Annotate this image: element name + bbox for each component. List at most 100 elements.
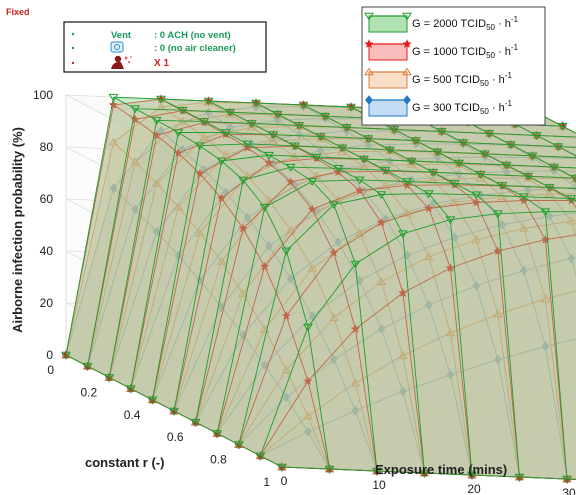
surface-patch bbox=[243, 230, 313, 330]
surface-marker bbox=[194, 228, 205, 237]
surface-marker bbox=[199, 118, 210, 126]
surface-patch bbox=[161, 99, 231, 113]
surface-patch bbox=[303, 105, 373, 119]
y-tick-label: 0.6 bbox=[167, 430, 184, 444]
surface-marker bbox=[467, 471, 477, 480]
surface-marker bbox=[540, 208, 551, 217]
legend-entry: G = 1000 TCID50 · h-1 bbox=[412, 43, 519, 60]
surface-patch bbox=[489, 133, 559, 147]
y-tick-label: 1 bbox=[263, 475, 270, 489]
surface-marker bbox=[364, 12, 374, 21]
surface-marker bbox=[151, 117, 162, 125]
surface-marker bbox=[268, 131, 279, 140]
surface-marker bbox=[406, 157, 417, 166]
surface-patch bbox=[217, 207, 287, 445]
surface-marker bbox=[217, 302, 226, 312]
surface-patch bbox=[217, 365, 287, 445]
surface-marker bbox=[337, 147, 348, 155]
surface-marker bbox=[350, 260, 361, 269]
surface-patch bbox=[545, 211, 576, 480]
surface-patch bbox=[303, 105, 373, 119]
surface-marker bbox=[320, 112, 331, 121]
surface-marker bbox=[212, 430, 223, 438]
surface-marker bbox=[498, 219, 507, 230]
surface-patch bbox=[161, 99, 231, 113]
surface-patch bbox=[506, 165, 576, 180]
legend-entry: G = 500 TCID50 · h-1 bbox=[412, 71, 512, 88]
legend-swatch bbox=[368, 99, 408, 117]
surface-patch bbox=[437, 151, 507, 165]
surface-patch bbox=[342, 147, 412, 161]
surface-marker bbox=[268, 136, 279, 145]
surface-patch bbox=[307, 410, 377, 471]
surface-marker bbox=[428, 168, 439, 177]
surface-patch bbox=[359, 213, 429, 282]
surface-patch bbox=[368, 143, 438, 161]
surface-patch bbox=[290, 242, 360, 316]
surface-marker bbox=[545, 211, 554, 222]
surface-patch bbox=[87, 209, 157, 378]
surface-marker bbox=[492, 309, 503, 318]
surface-patch bbox=[152, 173, 222, 411]
surface-patch bbox=[545, 234, 576, 480]
surface-patch bbox=[260, 381, 330, 469]
surface-marker bbox=[109, 183, 118, 193]
surface-mesh-line bbox=[255, 102, 473, 476]
surface-mesh-line bbox=[113, 96, 330, 470]
surface-patch bbox=[208, 101, 278, 115]
surface-marker bbox=[364, 67, 374, 76]
surface-marker bbox=[402, 12, 412, 21]
surface-patch bbox=[204, 121, 274, 135]
surface-marker bbox=[445, 216, 456, 225]
x-tick-label: 0 bbox=[281, 474, 288, 488]
surface-patch bbox=[264, 268, 334, 370]
surface-patch bbox=[459, 163, 529, 177]
surface-patch bbox=[316, 157, 386, 171]
surface-patch bbox=[415, 140, 485, 154]
surface-patch bbox=[307, 383, 377, 471]
surface-patch bbox=[243, 167, 313, 208]
surface-patch bbox=[415, 143, 485, 158]
surface-patch bbox=[532, 155, 576, 168]
surface-patch bbox=[536, 135, 576, 148]
surface-patch bbox=[385, 170, 455, 184]
surface-marker bbox=[151, 179, 162, 187]
surface-patch bbox=[489, 133, 559, 147]
surface-patch bbox=[394, 129, 464, 143]
surface-marker bbox=[566, 216, 576, 225]
surface-marker bbox=[199, 132, 210, 141]
surface-patch bbox=[342, 147, 412, 161]
surface-patch bbox=[135, 121, 205, 184]
surface-mesh-line bbox=[208, 100, 425, 474]
surface-patch bbox=[523, 258, 576, 347]
surface-patch bbox=[251, 123, 321, 137]
surface-patch bbox=[480, 174, 550, 188]
surface-patch bbox=[381, 193, 451, 234]
surface-patch bbox=[523, 196, 576, 212]
surface-patch bbox=[303, 105, 373, 119]
surface-patch bbox=[109, 120, 179, 389]
surface-marker bbox=[282, 392, 291, 403]
surface-marker bbox=[494, 354, 502, 365]
surface-mesh-line bbox=[160, 98, 378, 472]
surface-marker bbox=[403, 95, 411, 105]
surface-marker bbox=[363, 135, 374, 144]
surface-marker bbox=[423, 190, 434, 199]
surface-marker bbox=[337, 144, 348, 153]
surface-mesh-line bbox=[493, 112, 576, 157]
y-tick-label: 0.2 bbox=[81, 385, 98, 399]
surface-patch bbox=[346, 127, 416, 141]
y-tick-label: 0.4 bbox=[124, 408, 141, 422]
surface-patch bbox=[238, 315, 308, 456]
surface-mesh-line bbox=[303, 104, 520, 478]
surface-marker bbox=[281, 311, 291, 320]
surface-marker bbox=[281, 365, 292, 374]
surface-patch bbox=[333, 194, 403, 264]
surface-marker bbox=[497, 182, 508, 190]
surface-patch bbox=[174, 306, 244, 423]
surface-patch bbox=[454, 183, 524, 197]
surface-patch bbox=[459, 164, 529, 179]
surface-marker bbox=[458, 139, 469, 148]
surface-marker bbox=[173, 148, 183, 158]
